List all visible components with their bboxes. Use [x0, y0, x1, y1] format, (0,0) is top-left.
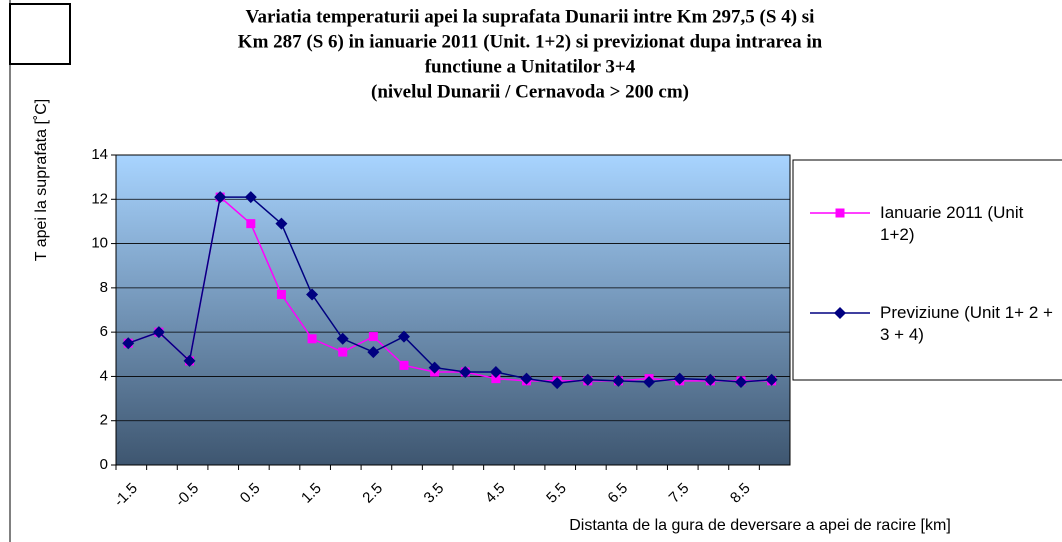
- x-axis-title: Distanta de la gura de deversare a apei …: [569, 517, 951, 534]
- data-point: [214, 191, 227, 204]
- data-point: [581, 373, 594, 386]
- data-point: [307, 334, 317, 344]
- data-point: [551, 377, 564, 390]
- data-point: [122, 337, 135, 350]
- x-tick-label: -0.5: [172, 480, 202, 510]
- data-point: [183, 354, 196, 367]
- data-point: [704, 373, 717, 386]
- data-point: [489, 366, 502, 378]
- chart-title: Variatia temperaturii apei la suprafata …: [246, 6, 815, 27]
- data-point: [368, 332, 378, 342]
- data-point: [643, 375, 656, 388]
- data-point: [152, 326, 165, 339]
- y-tick-label: 6: [100, 323, 108, 340]
- x-tick-label: 8.5: [727, 480, 754, 507]
- legend-marker: [834, 307, 846, 319]
- y-axis-title: T apei la suprafata [˚C]: [33, 99, 50, 261]
- corner-box: [9, 3, 71, 65]
- data-point: [338, 347, 348, 357]
- legend-box: [792, 159, 1062, 381]
- x-tick-label: 4.5: [482, 480, 509, 507]
- y-tick-label: 2: [100, 412, 108, 429]
- data-point: [244, 191, 257, 204]
- y-tick-label: 8: [100, 279, 108, 296]
- y-tick-label: 14: [91, 146, 108, 163]
- series-line: [128, 196, 772, 384]
- legend-label: Ianuarie 2011 (Unit 1+2): [880, 203, 1024, 244]
- data-point: [428, 361, 441, 374]
- chart-title: functiune a Unitatilor 3+4: [425, 56, 636, 77]
- data-point: [276, 290, 286, 299]
- x-tick-label: 3.5: [421, 480, 448, 507]
- chart-title: Km 287 (S 6) in ianuarie 2011 (Unit. 1+2…: [238, 31, 823, 52]
- x-tick-label: -1.5: [111, 480, 141, 510]
- data-point: [459, 366, 472, 378]
- y-tick-label: 0: [100, 456, 108, 473]
- data-point: [491, 374, 501, 384]
- data-point: [399, 360, 409, 370]
- legend-marker: [835, 208, 845, 218]
- data-point: [336, 332, 349, 345]
- x-tick-label: 0.5: [237, 480, 264, 507]
- data-point: [765, 373, 778, 386]
- y-tick-label: 12: [91, 190, 108, 207]
- chart-title: (nivelul Dunarii / Cernavoda > 200 cm): [371, 81, 689, 102]
- data-point: [520, 372, 533, 385]
- legend-label: Previziune (Unit 1+ 2 + 3 + 4): [880, 303, 1053, 344]
- data-point: [397, 330, 410, 343]
- data-point: [306, 288, 319, 301]
- data-point: [612, 374, 625, 387]
- x-tick-label: 6.5: [604, 480, 631, 507]
- x-tick-label: 7.5: [666, 480, 693, 507]
- x-tick-label: 2.5: [359, 480, 386, 507]
- data-point: [246, 219, 256, 229]
- y-tick-label: 4: [100, 367, 108, 384]
- x-tick-label: 1.5: [298, 480, 325, 507]
- data-point: [275, 217, 288, 230]
- y-tick-label: 10: [91, 235, 108, 252]
- data-point: [367, 346, 380, 359]
- x-tick-label: 5.5: [543, 480, 570, 507]
- data-point: [673, 372, 686, 385]
- data-point: [734, 375, 747, 388]
